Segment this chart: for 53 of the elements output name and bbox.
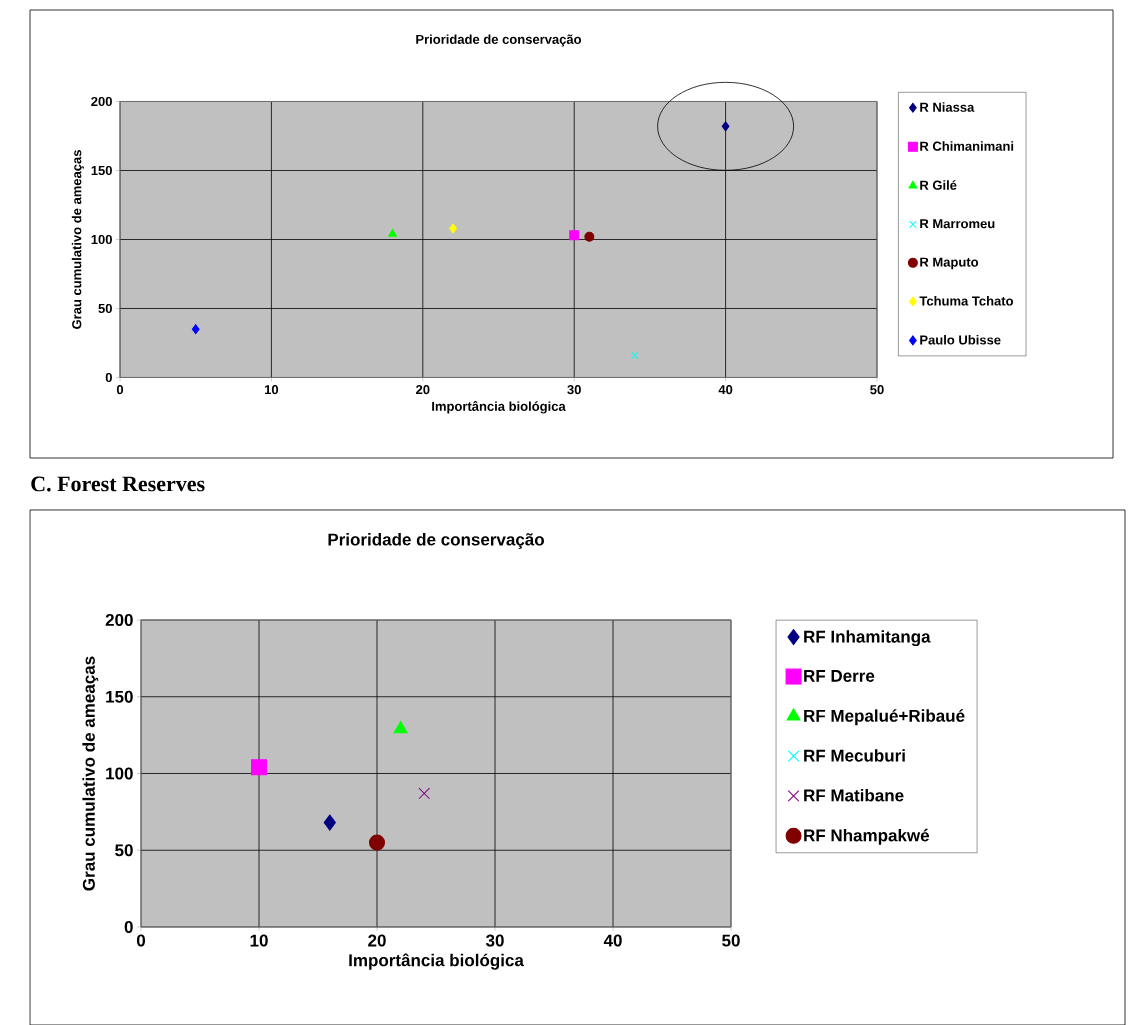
chart-title: C. Forest Reserves: [31, 476, 205, 492]
y-tick-label: 100: [91, 234, 112, 245]
y-axis-title: Grau cumulativo de ameaças: [71, 150, 84, 329]
legend-label: RF Matibane: [804, 789, 904, 802]
x-tick-label: 0: [136, 934, 146, 947]
y-tick-label: 100: [106, 767, 133, 780]
x-tick-label: 10: [264, 385, 279, 395]
y-tick-label: 200: [105, 613, 133, 627]
point: [191, 324, 200, 335]
chart-subtitle: Prioridade de conservação: [328, 533, 544, 549]
y-tick-label: 200: [91, 96, 112, 107]
x-tick-label: 20: [416, 385, 430, 395]
y-tick-label: 50: [115, 844, 133, 857]
point: [388, 228, 397, 237]
legend-label: RF Inhamitanga: [804, 630, 931, 647]
x-tick-label: 30: [567, 385, 581, 395]
x-tick-label: 40: [718, 385, 733, 395]
x-tick-label: 20: [368, 934, 386, 947]
point: [251, 759, 268, 776]
point: [569, 230, 580, 241]
legend-label: R Marromeu: [920, 219, 995, 229]
x-axis-title: Importância biológica: [432, 401, 566, 414]
legend-label: RF Mepalué+Ribaué: [804, 709, 965, 726]
point: [449, 223, 457, 234]
x-tick-label: 10: [250, 934, 268, 947]
chart-title: Prioridade de conservação: [416, 34, 582, 47]
point: [584, 231, 595, 242]
legend-label: Tchuma Tchato: [919, 296, 1014, 306]
legend-label: RF Nhampakwé: [804, 828, 930, 845]
legend-label: RF Derre: [804, 670, 875, 682]
y-tick-label: 150: [106, 690, 133, 703]
y-tick-label: 0: [124, 920, 133, 934]
y-axis-title: Grau cumulativo de ameaças: [82, 656, 99, 891]
point: [393, 720, 408, 734]
y-tick-label: 50: [98, 303, 112, 314]
legend-label: Paulo Ubisse: [920, 334, 1001, 345]
x-axis-title: Importância biológica: [349, 953, 524, 970]
x-tick-label: 40: [603, 934, 622, 947]
y-tick-label: 150: [91, 165, 112, 176]
x-tick-label: 50: [870, 385, 884, 395]
x-tick-label: 50: [722, 934, 740, 947]
x-tick-label: 30: [485, 934, 504, 947]
legend-label: RF Mecuburi: [804, 749, 905, 762]
point: [369, 834, 386, 851]
legend-label: R Maputo: [920, 257, 979, 270]
legend-label: R Gilé: [920, 180, 957, 190]
point: [721, 121, 730, 132]
legend-label: R Chimanimani: [920, 141, 1014, 151]
legend-label: R Niassa: [920, 102, 975, 112]
point: [631, 351, 639, 360]
y-tick-label: 0: [105, 372, 112, 383]
point: [323, 814, 336, 831]
point: [418, 787, 431, 800]
